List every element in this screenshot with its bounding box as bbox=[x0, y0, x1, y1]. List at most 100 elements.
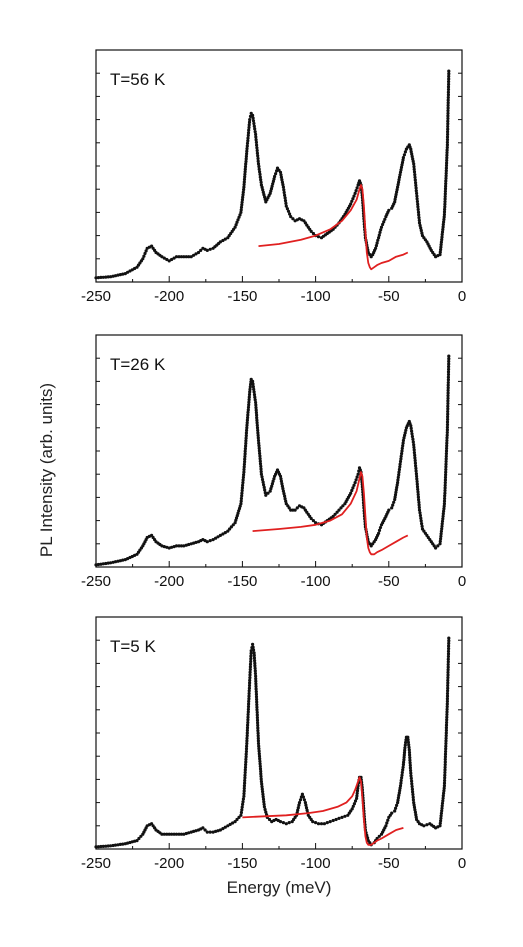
panel-56k-xtick-labels: -250 -200 -150 -100 -50 0 bbox=[81, 288, 466, 305]
data-point bbox=[440, 524, 444, 528]
data-point bbox=[445, 441, 449, 445]
data-point bbox=[352, 194, 356, 198]
data-point bbox=[251, 645, 255, 649]
data-point bbox=[99, 275, 103, 279]
data-point bbox=[279, 477, 283, 481]
data-point bbox=[445, 148, 449, 152]
data-point bbox=[443, 205, 447, 209]
data-point bbox=[167, 546, 171, 550]
data-point bbox=[408, 761, 412, 765]
data-point bbox=[291, 508, 295, 512]
data-point bbox=[411, 795, 415, 799]
data-point bbox=[240, 491, 244, 495]
data-point bbox=[443, 202, 447, 206]
panel-26k-label: T=26 K bbox=[110, 355, 166, 374]
data-point bbox=[113, 843, 118, 847]
data-point bbox=[184, 831, 188, 836]
data-point bbox=[254, 692, 258, 696]
data-point bbox=[417, 505, 421, 510]
panel-5k-xtick-labels: -250 -200 -150 -100 -50 0 bbox=[81, 855, 466, 872]
data-point bbox=[252, 387, 256, 391]
data-point bbox=[417, 508, 422, 512]
data-point bbox=[245, 739, 249, 743]
data-point bbox=[402, 753, 406, 757]
data-point bbox=[443, 486, 447, 490]
data-point bbox=[305, 808, 309, 812]
data-point bbox=[410, 779, 414, 783]
data-point bbox=[281, 487, 285, 491]
data-point bbox=[255, 146, 259, 150]
data-point bbox=[244, 755, 248, 759]
data-point bbox=[221, 238, 225, 243]
data-point bbox=[182, 544, 186, 548]
data-point bbox=[223, 825, 227, 829]
data-point bbox=[255, 708, 259, 712]
data-point bbox=[401, 768, 405, 772]
data-point bbox=[255, 413, 259, 417]
data-point bbox=[407, 748, 411, 752]
data-point bbox=[255, 700, 259, 704]
data-point bbox=[261, 188, 265, 192]
data-point bbox=[208, 830, 212, 834]
data-point bbox=[258, 759, 262, 763]
data-point bbox=[440, 527, 444, 531]
data-point bbox=[446, 396, 450, 400]
data-point bbox=[445, 425, 449, 429]
data-point bbox=[192, 829, 196, 834]
data-point bbox=[398, 462, 402, 466]
data-point bbox=[247, 403, 251, 407]
data-point bbox=[233, 225, 237, 229]
data-point bbox=[256, 736, 260, 741]
data-point bbox=[417, 218, 421, 222]
data-point bbox=[133, 553, 137, 558]
data-point bbox=[402, 751, 407, 755]
data-point bbox=[445, 138, 450, 142]
data-point bbox=[96, 276, 100, 280]
data-point bbox=[247, 697, 251, 701]
data-point bbox=[245, 744, 249, 748]
data-point bbox=[378, 526, 383, 530]
data-point bbox=[413, 175, 417, 179]
data-point bbox=[377, 834, 381, 838]
data-point bbox=[244, 749, 248, 754]
data-point bbox=[270, 184, 274, 188]
data-point bbox=[258, 454, 262, 458]
data-point bbox=[445, 707, 449, 711]
data-point bbox=[121, 272, 125, 276]
data-point bbox=[304, 806, 309, 810]
x-tick-label: -250 bbox=[81, 288, 111, 305]
data-point bbox=[442, 215, 446, 219]
data-point bbox=[401, 158, 405, 162]
data-point bbox=[261, 480, 265, 484]
data-point bbox=[445, 710, 449, 714]
data-point bbox=[446, 98, 450, 102]
x-tick-label: -50 bbox=[378, 288, 400, 305]
data-point bbox=[233, 820, 237, 824]
data-point bbox=[245, 426, 249, 430]
fit-curve bbox=[258, 184, 409, 271]
data-point bbox=[279, 479, 283, 483]
data-point bbox=[446, 101, 450, 105]
data-point bbox=[440, 519, 445, 523]
data-point bbox=[445, 430, 449, 435]
data-point bbox=[255, 703, 259, 707]
data-point bbox=[416, 210, 421, 214]
data-point bbox=[174, 544, 179, 548]
data-point bbox=[446, 383, 450, 387]
data-point bbox=[439, 534, 443, 538]
data-point bbox=[101, 562, 105, 566]
data-point bbox=[443, 475, 448, 479]
data-point bbox=[412, 805, 417, 810]
data-point bbox=[446, 391, 450, 395]
data-point bbox=[443, 207, 447, 211]
data-point bbox=[404, 428, 408, 432]
data-point bbox=[446, 401, 450, 406]
data-point bbox=[243, 457, 247, 461]
data-point bbox=[226, 824, 230, 828]
data-point bbox=[350, 199, 354, 203]
data-point bbox=[113, 560, 118, 564]
data-point bbox=[447, 82, 451, 86]
data-point bbox=[411, 790, 415, 794]
data-point bbox=[401, 444, 405, 448]
